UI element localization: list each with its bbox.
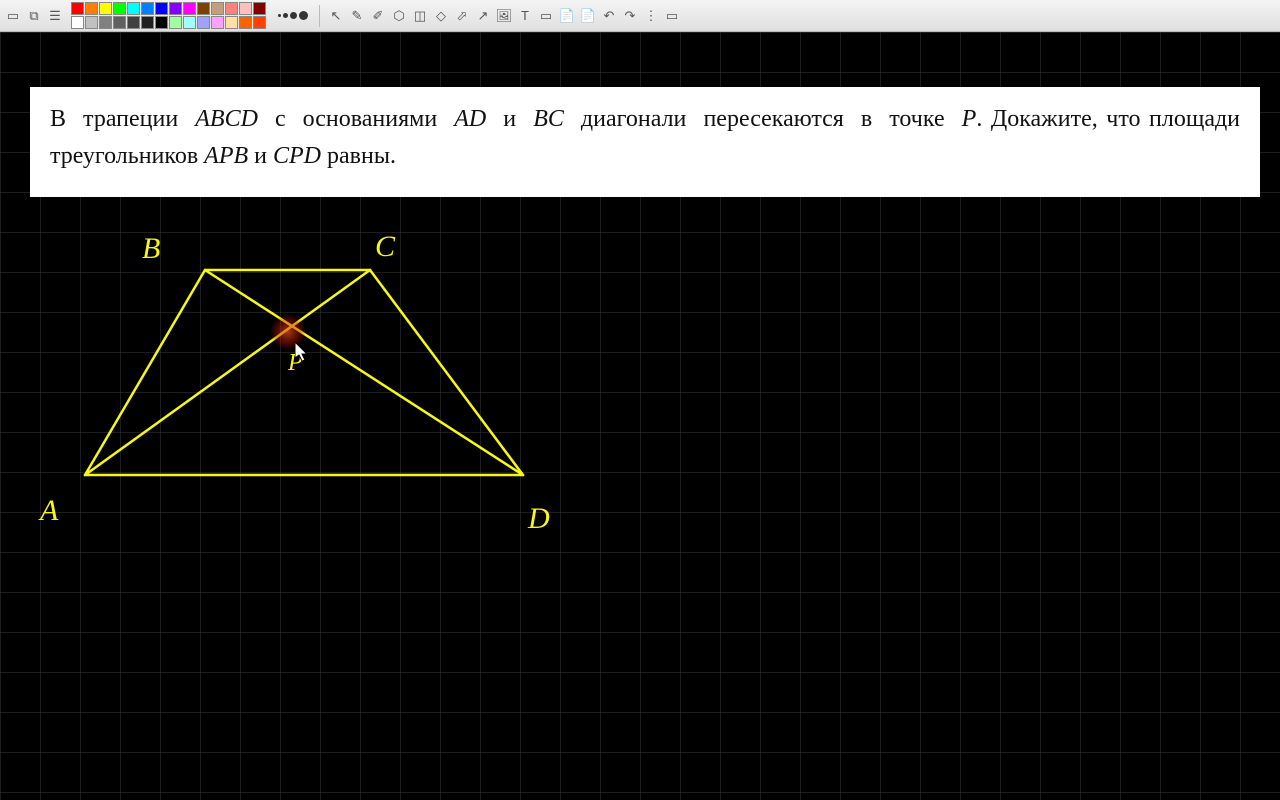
tool-btn-4[interactable]: ◫ — [411, 7, 429, 25]
color-swatch-24[interactable] — [211, 16, 224, 29]
color-swatch-1[interactable] — [85, 2, 98, 15]
tool-btn-3[interactable]: ⬡ — [390, 7, 408, 25]
stroke-size-1[interactable] — [283, 13, 288, 18]
color-swatch-2[interactable] — [99, 2, 112, 15]
color-swatch-21[interactable] — [169, 16, 182, 29]
color-swatch-27[interactable] — [253, 16, 266, 29]
tool-btn-11[interactable]: 📄 — [558, 7, 576, 25]
separator — [319, 5, 320, 27]
tool-btn-12[interactable]: 📄 — [579, 7, 597, 25]
color-swatch-26[interactable] — [239, 16, 252, 29]
stroke-size-0[interactable] — [278, 14, 281, 17]
tool-btn-0[interactable]: ↖ — [327, 7, 345, 25]
color-swatch-6[interactable] — [155, 2, 168, 15]
color-swatch-14[interactable] — [71, 16, 84, 29]
color-swatch-0[interactable] — [71, 2, 84, 15]
tool-btn-7[interactable]: ↗ — [474, 7, 492, 25]
tool-btn-14[interactable]: ↷ — [621, 7, 639, 25]
tool-btn-9[interactable]: T — [516, 7, 534, 25]
color-swatch-13[interactable] — [253, 2, 266, 15]
tool-btn-1[interactable]: ✎ — [348, 7, 366, 25]
tool-btn-15[interactable]: ⋮ — [642, 7, 660, 25]
color-swatch-22[interactable] — [183, 16, 196, 29]
color-swatch-15[interactable] — [85, 16, 98, 29]
color-swatch-19[interactable] — [141, 16, 154, 29]
color-swatch-11[interactable] — [225, 2, 238, 15]
toolbar-btn-0[interactable]: ▭ — [4, 7, 22, 25]
toolbar: ▭ ⧉ ☰ ↖✎✐⬡◫◇⬀↗🖼T▭📄📄↶↷⋮▭ — [0, 0, 1280, 32]
color-swatch-12[interactable] — [239, 2, 252, 15]
tool-btn-5[interactable]: ◇ — [432, 7, 450, 25]
stroke-size-picker — [278, 11, 308, 20]
color-swatch-10[interactable] — [211, 2, 224, 15]
stroke-size-2[interactable] — [290, 12, 297, 19]
color-swatch-25[interactable] — [225, 16, 238, 29]
color-swatch-9[interactable] — [197, 2, 210, 15]
tool-btn-6[interactable]: ⬀ — [453, 7, 471, 25]
color-swatch-18[interactable] — [127, 16, 140, 29]
color-palette — [71, 2, 267, 30]
color-swatch-20[interactable] — [155, 16, 168, 29]
color-swatch-5[interactable] — [141, 2, 154, 15]
trapezoid-figure — [0, 32, 1280, 800]
color-swatch-4[interactable] — [127, 2, 140, 15]
color-swatch-17[interactable] — [113, 16, 126, 29]
canvas-area[interactable]: В трапеции ABCD с основаниями AD и BC ди… — [0, 32, 1280, 800]
stroke-size-3[interactable] — [299, 11, 308, 20]
tool-btn-16[interactable]: ▭ — [663, 7, 681, 25]
tool-btn-10[interactable]: ▭ — [537, 7, 555, 25]
color-swatch-7[interactable] — [169, 2, 182, 15]
color-swatch-8[interactable] — [183, 2, 196, 15]
toolbar-btn-1[interactable]: ⧉ — [25, 7, 43, 25]
color-swatch-23[interactable] — [197, 16, 210, 29]
tool-btn-13[interactable]: ↶ — [600, 7, 618, 25]
toolbar-btn-2[interactable]: ☰ — [46, 7, 64, 25]
color-swatch-3[interactable] — [113, 2, 126, 15]
color-swatch-16[interactable] — [99, 16, 112, 29]
tool-btn-8[interactable]: 🖼 — [495, 7, 513, 25]
tool-btn-2[interactable]: ✐ — [369, 7, 387, 25]
